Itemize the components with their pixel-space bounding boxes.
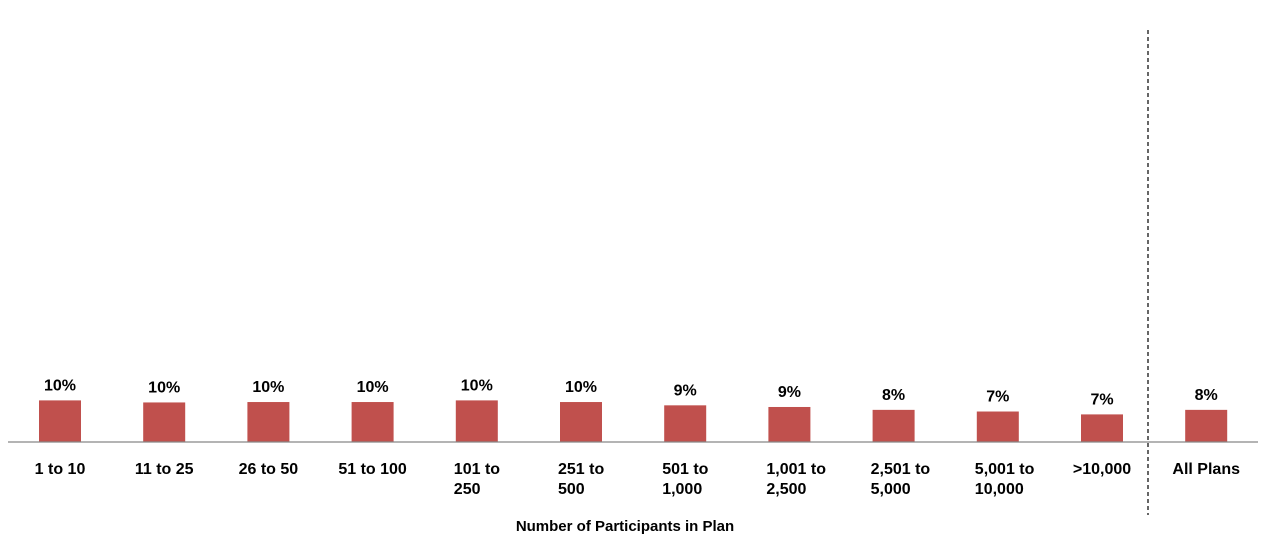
bar [247,402,290,442]
category-label: 5,000 [871,481,911,498]
category-label: 1,001 to [766,461,826,478]
x-axis-title: Number of Participants in Plan [516,518,734,535]
category-label: All Plans [1172,461,1240,478]
category-label: 2,501 to [871,461,931,478]
data-label: 10% [44,377,76,394]
bar [143,402,186,442]
data-label: 9% [778,384,801,401]
category-label: 11 to 25 [135,461,194,478]
bar [872,409,915,442]
bar [39,400,81,442]
data-label: 10% [252,379,284,396]
bar [976,411,1019,442]
data-label: 10% [357,379,389,396]
category-label: >10,000 [1073,461,1131,478]
bar [1081,414,1123,442]
bar [351,402,394,442]
category-label: 501 to [662,461,708,478]
data-label: 10% [461,377,493,394]
data-labels-group: 10% 10% 10% 10% 10% 10% 9% 9% 8% 7% 7% 8% [44,377,1218,408]
category-label: 2,500 [766,481,806,498]
data-label: 7% [986,389,1009,406]
data-label: 10% [148,379,180,396]
category-label: 500 [558,481,585,498]
bar [664,405,707,442]
data-label: 10% [565,379,597,396]
bar [1185,409,1228,442]
bars-group [39,400,1228,442]
category-label: 1,000 [662,481,702,498]
bar [768,406,811,442]
category-label: 250 [454,481,481,498]
data-label: 7% [1090,391,1113,408]
data-label: 9% [674,382,697,399]
category-label: 10,000 [975,481,1024,498]
data-label: 8% [882,387,905,404]
category-label: 1 to 10 [35,461,86,478]
category-label: 101 to [454,461,500,478]
bar [560,402,602,442]
bar [455,400,498,442]
category-label: 251 to [558,461,604,478]
data-label: 8% [1195,387,1218,404]
category-labels-group: 1 to 10 11 to 25 26 to 50 51 to 100 101 to 25… [35,461,1240,498]
category-label: 51 to 100 [338,461,407,478]
category-label: 26 to 50 [239,461,299,478]
category-label: 5,001 to [975,461,1035,478]
